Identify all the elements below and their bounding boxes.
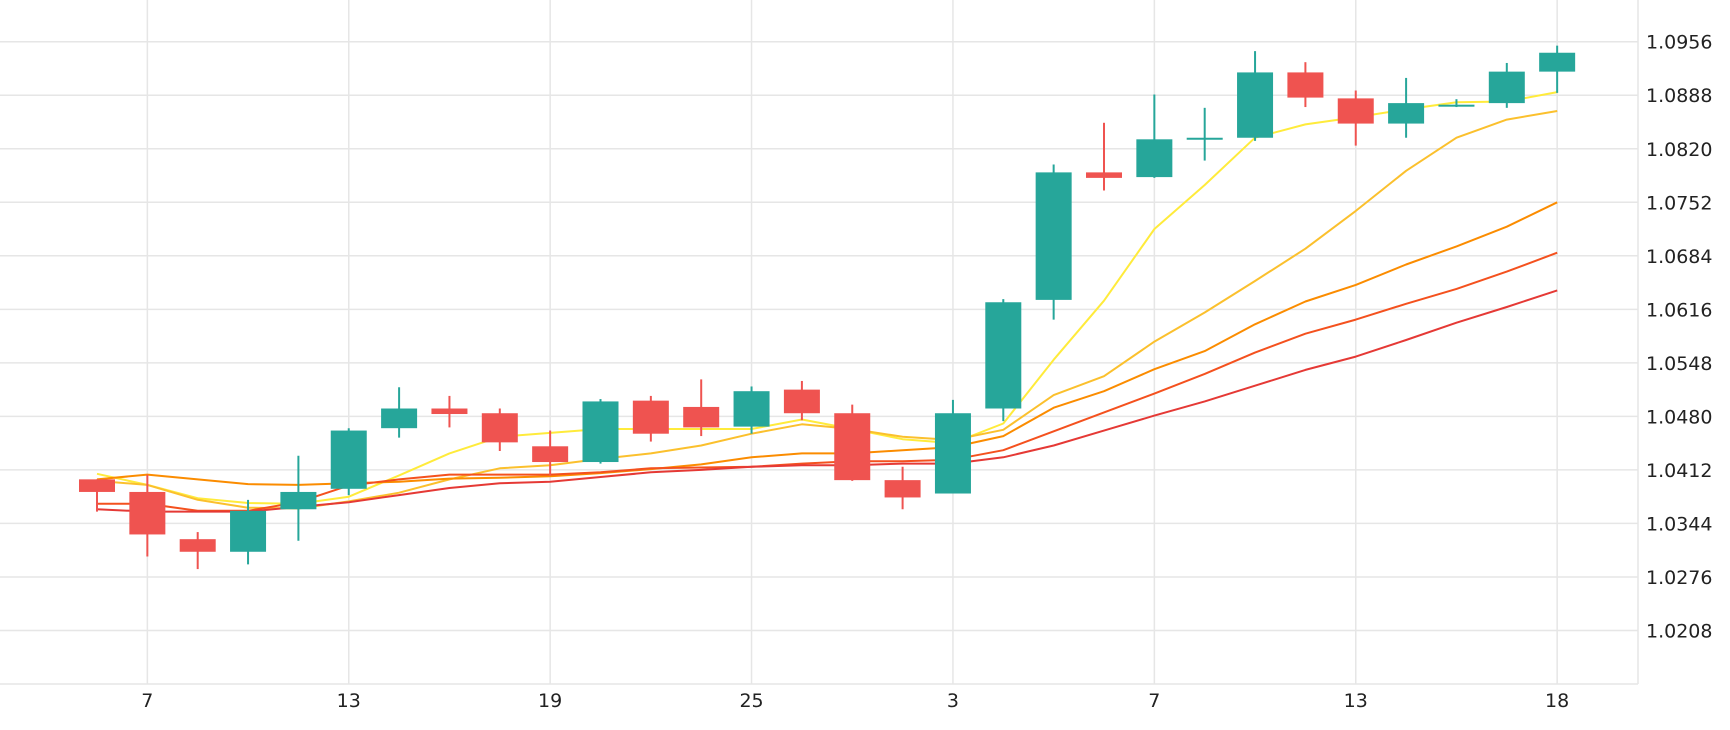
grid [0, 0, 1639, 685]
axis-labels: 1.0208 1.0276 1.0344 1.0412 1.0480 1.0548 1.06… [141, 32, 1712, 712]
candle-body [1287, 72, 1324, 98]
y-tick-label: 1.0208 [1646, 620, 1712, 642]
candle [1488, 62, 1525, 108]
candle-body [1438, 104, 1475, 107]
candle-body [1488, 71, 1525, 104]
candle-body [1186, 137, 1223, 140]
candle [632, 395, 669, 442]
y-tick-label: 1.0956 [1646, 32, 1712, 54]
y-tick-label: 1.0548 [1646, 353, 1712, 375]
candle [582, 399, 619, 464]
candle [1035, 164, 1072, 320]
candle [431, 395, 468, 428]
candle-body [632, 400, 669, 434]
candle [129, 474, 166, 557]
moving-average-lines [96, 91, 1558, 513]
x-tick-label: 13 [337, 690, 361, 712]
candle-body [985, 302, 1022, 409]
candle-body [129, 491, 166, 535]
candle-body [481, 413, 518, 443]
candle-body [532, 446, 569, 463]
y-tick-label: 1.0752 [1646, 192, 1712, 214]
candle [985, 299, 1022, 422]
candle-body [1539, 52, 1576, 72]
candle [834, 404, 871, 481]
y-tick-label: 1.0480 [1646, 406, 1712, 428]
candle-body [1337, 98, 1374, 124]
candle [1438, 99, 1475, 108]
candle-body [683, 406, 720, 428]
candle-body [582, 401, 619, 463]
x-tick-label: 18 [1545, 690, 1569, 712]
x-tick-label: 3 [947, 690, 959, 712]
candle-body [783, 389, 820, 414]
candle-body [1388, 103, 1425, 124]
candle-body [1136, 139, 1173, 178]
y-tick-label: 1.0820 [1646, 139, 1712, 161]
candle [481, 408, 518, 452]
moving-average-line-5 [96, 289, 1558, 513]
candle-body [381, 408, 418, 429]
candle-body [1035, 172, 1072, 300]
y-tick-label: 1.0344 [1646, 513, 1712, 535]
candle [1539, 45, 1576, 93]
y-tick-label: 1.0412 [1646, 460, 1712, 482]
candle [1337, 90, 1374, 146]
candle [1086, 122, 1122, 191]
candle [230, 499, 267, 565]
x-tick-label: 19 [538, 690, 562, 712]
x-tick-label: 25 [739, 690, 763, 712]
candle [330, 428, 367, 496]
candle [1388, 77, 1425, 138]
candle [1237, 51, 1274, 141]
candle [280, 455, 317, 541]
candle-body [733, 391, 770, 427]
candle [179, 532, 216, 570]
candle [532, 430, 569, 476]
candles [79, 45, 1576, 570]
candle [1287, 62, 1324, 108]
candle [381, 387, 418, 438]
candle [884, 466, 921, 510]
candle-body [230, 510, 267, 552]
candle [79, 479, 115, 512]
y-tick-label: 1.0684 [1646, 246, 1712, 268]
candle-body [330, 430, 367, 489]
y-tick-label: 1.0276 [1646, 567, 1712, 589]
candle [934, 399, 971, 494]
candle [683, 379, 720, 437]
candle-body [1237, 72, 1274, 138]
y-tick-label: 1.0888 [1646, 85, 1712, 107]
candle [783, 380, 820, 421]
candle [1186, 107, 1223, 161]
candle [1136, 94, 1173, 178]
moving-average-line-3 [96, 201, 1558, 486]
y-tick-label: 1.0616 [1646, 299, 1712, 321]
candle-body [79, 479, 115, 492]
x-tick-label: 13 [1344, 690, 1368, 712]
x-tick-label: 7 [141, 690, 153, 712]
candle-body [1086, 172, 1122, 178]
candle-body [179, 539, 216, 552]
candle-body [884, 480, 921, 498]
candle [733, 386, 770, 434]
candle-body [431, 408, 468, 415]
candle-body [934, 413, 971, 494]
moving-average-line-1 [96, 91, 1558, 505]
candle-body [280, 491, 317, 510]
x-tick-label: 7 [1148, 690, 1160, 712]
candle-body [834, 413, 871, 481]
